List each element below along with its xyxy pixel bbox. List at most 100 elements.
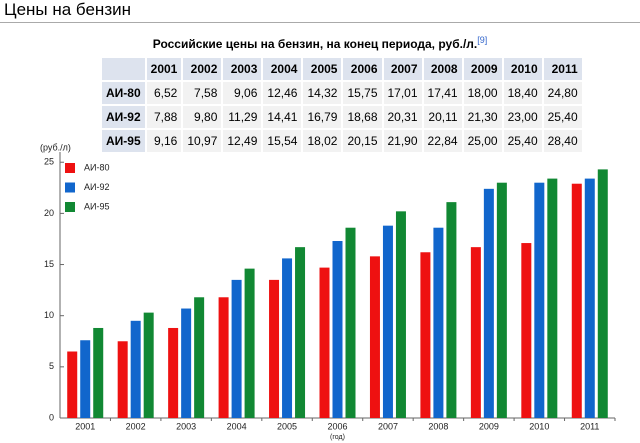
row-header: АИ-92	[102, 106, 145, 128]
bar	[80, 340, 91, 418]
x-axis-label: (год)	[330, 434, 345, 441]
x-tick-label: 2001	[75, 421, 95, 431]
bar	[93, 327, 104, 418]
column-header: 2005	[303, 58, 342, 80]
bar	[420, 252, 431, 418]
table-cell: 23,00	[503, 106, 542, 128]
x-tick-label: 2008	[428, 421, 448, 431]
table-cell: 12,46	[263, 82, 302, 104]
bar	[218, 297, 229, 418]
legend-label: АИ-95	[84, 201, 109, 211]
row-header: АИ-95	[102, 130, 145, 152]
corner-cell	[102, 58, 145, 80]
bar	[143, 312, 154, 418]
table-row: АИ-95 9,16 10,97 12,49 15,54 18,02 20,15 21,90 2…	[102, 130, 582, 152]
bar	[319, 267, 330, 418]
table-cell: 9,06	[223, 82, 262, 104]
table-cell: 18,40	[503, 82, 542, 104]
legend-label: АИ-80	[84, 162, 109, 172]
column-header: 2010	[503, 58, 542, 80]
bar	[534, 182, 545, 418]
bar	[547, 178, 558, 418]
bar	[117, 341, 128, 418]
x-tick-label: 2002	[126, 421, 146, 431]
x-tick-label: 2003	[176, 421, 196, 431]
y-tick-label: 10	[44, 310, 54, 320]
table-cell: 20,31	[383, 106, 422, 128]
table-cell: 17,41	[423, 82, 462, 104]
row-header: АИ-80	[102, 82, 145, 104]
bar	[446, 202, 457, 418]
bar	[194, 297, 205, 418]
bar	[295, 247, 306, 418]
x-tick-label: 2010	[529, 421, 549, 431]
y-tick-label: 0	[49, 412, 54, 422]
y-axis-label: (руб./л)	[40, 142, 71, 152]
table-cell: 22,84	[423, 130, 462, 152]
x-tick-label: 2011	[580, 421, 599, 431]
table-row: АИ-92 7,88 9,80 11,29 14,41 16,79 18,68 20,31 20…	[102, 106, 582, 128]
bar	[521, 243, 532, 418]
table-cell: 16,79	[303, 106, 342, 128]
y-tick-label: 20	[44, 208, 54, 218]
bar	[571, 183, 582, 418]
table-cell: 25,00	[463, 130, 502, 152]
bar	[345, 227, 356, 418]
bar	[181, 308, 192, 418]
bar	[332, 241, 343, 418]
column-header: 2004	[263, 58, 302, 80]
legend-label: АИ-92	[84, 182, 109, 192]
table-cell: 18,02	[303, 130, 342, 152]
bar	[369, 256, 380, 418]
bar	[382, 225, 393, 418]
table-caption: Российские цены на бензин, на конец пери…	[100, 35, 540, 51]
table-cell: 25,40	[543, 106, 582, 128]
bar	[282, 258, 293, 418]
legend-swatch	[65, 202, 75, 212]
table-cell: 24,80	[543, 82, 582, 104]
table-cell: 14,41	[263, 106, 302, 128]
table-cell: 6,52	[146, 82, 182, 104]
bar	[130, 320, 141, 418]
bar	[269, 279, 280, 418]
column-header: 2009	[463, 58, 502, 80]
table-cell: 9,80	[183, 106, 222, 128]
bar	[433, 227, 444, 418]
table-cell: 11,29	[223, 106, 262, 128]
column-header: 2011	[543, 58, 582, 80]
table-cell: 21,30	[463, 106, 502, 128]
table-cell: 20,11	[423, 106, 462, 128]
column-header: 2008	[423, 58, 462, 80]
bar	[231, 279, 242, 418]
footnote[interactable]: [9]	[477, 35, 488, 45]
bar	[244, 268, 255, 418]
bar	[483, 188, 494, 418]
y-tick-label: 5	[49, 361, 54, 371]
bar	[496, 182, 507, 418]
table-cell: 17,01	[383, 82, 422, 104]
table-row: АИ-80 6,52 7,58 9,06 12,46 14,32 15,75 17,01 17,…	[102, 82, 582, 104]
table-cell: 25,40	[503, 130, 542, 152]
bar	[597, 169, 608, 418]
table-cell: 28,40	[543, 130, 582, 152]
table-cell: 9,16	[146, 130, 182, 152]
bar	[470, 247, 481, 418]
bar	[168, 327, 179, 418]
bar	[584, 178, 595, 418]
x-tick-label: 2004	[227, 421, 247, 431]
column-header: 2007	[383, 58, 422, 80]
x-tick-label: 2005	[277, 421, 297, 431]
table-cell: 7,88	[146, 106, 182, 128]
column-header: 2001	[146, 58, 182, 80]
table-cell: 21,90	[383, 130, 422, 152]
bar	[395, 211, 406, 418]
caption-text: Российские цены на бензин, на конец пери…	[152, 37, 478, 51]
page-title: Цены на бензин	[4, 0, 131, 19]
table-cell: 12,49	[223, 130, 262, 152]
bar	[67, 351, 78, 418]
table-cell: 20,15	[343, 130, 382, 152]
legend-swatch	[65, 163, 75, 173]
column-header: 2002	[183, 58, 222, 80]
